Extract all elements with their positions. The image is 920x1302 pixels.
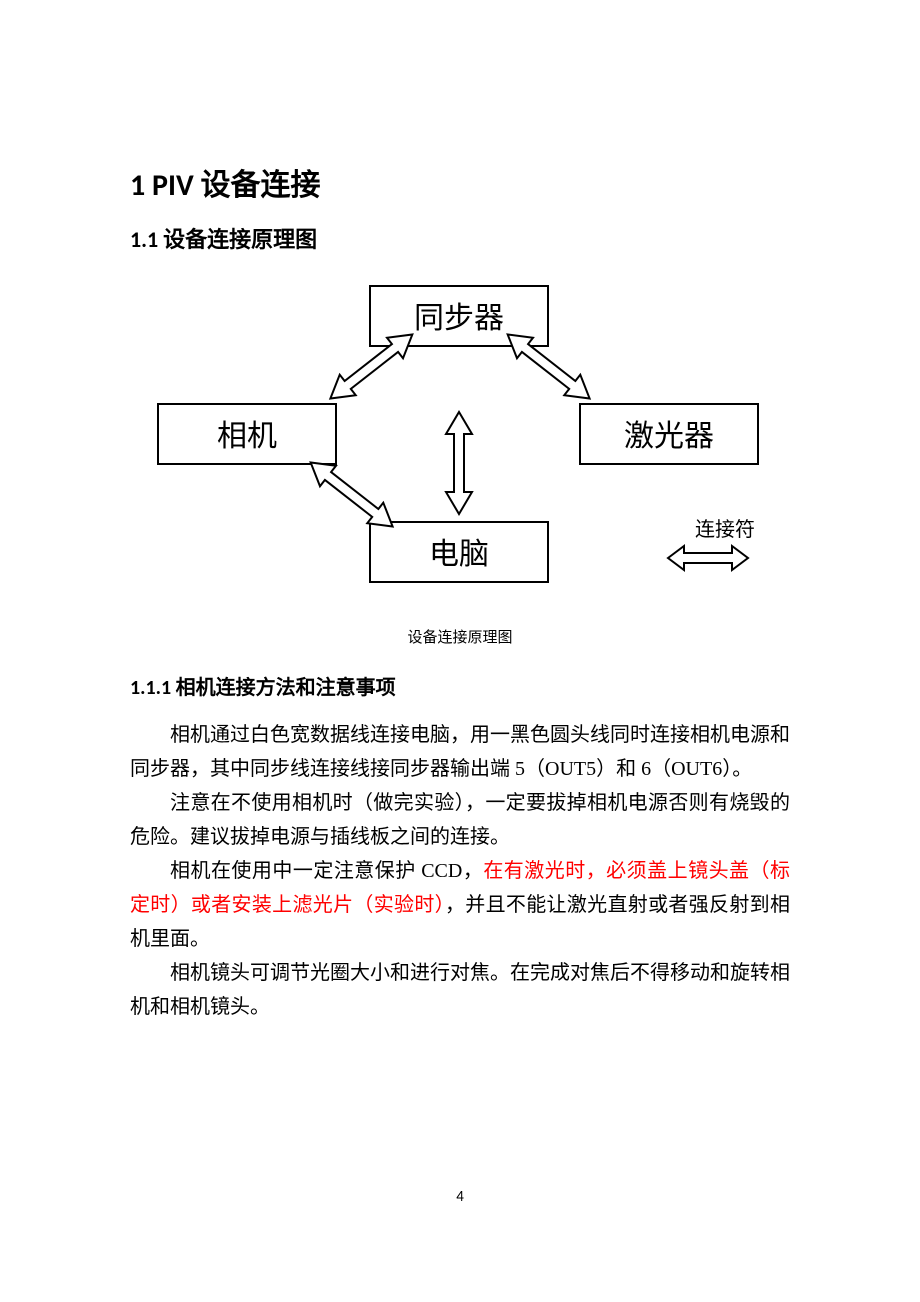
page-number: 4 (0, 1188, 920, 1206)
diagram-caption: 设备连接原理图 (407, 626, 512, 647)
p3-lead: 相机在使用中一定注意保护 CCD， (170, 860, 483, 882)
edge-camera-computer (303, 452, 401, 537)
node-computer-label: 电脑 (429, 538, 489, 571)
paragraph-1: 相机通过白色宽数据线连接电脑，用一黑色圆头线同时连接相机电源和同步器，其中同步线… (130, 718, 790, 786)
node-sync-label: 同步器 (414, 302, 504, 335)
diagram-container: 同步器 相机 激光器 电脑 (130, 278, 790, 653)
paragraph-4: 相机镜头可调节光圈大小和进行对焦。在完成对焦后不得移动和旋转相机和相机镜头。 (130, 956, 790, 1024)
heading-3: 1.1.1 相机连接方法和注意事项 (130, 671, 790, 700)
legend-arrow-icon (668, 546, 748, 570)
connection-diagram: 同步器 相机 激光器 电脑 (130, 278, 790, 608)
paragraph-3: 相机在使用中一定注意保护 CCD，在有激光时，必须盖上镜头盖（标定时）或者安装上… (130, 854, 790, 956)
node-camera-label: 相机 (217, 420, 277, 453)
legend-label: 连接符 (695, 518, 755, 541)
heading-1: 1 PIV 设备连接 (130, 160, 790, 204)
node-laser-label: 激光器 (624, 420, 714, 453)
body-text: 相机通过白色宽数据线连接电脑，用一黑色圆头线同时连接相机电源和同步器，其中同步线… (130, 718, 790, 1024)
heading-2: 1.1 设备连接原理图 (130, 222, 790, 254)
paragraph-2: 注意在不使用相机时（做完实验），一定要拔掉相机电源否则有烧毁的危险。建议拔掉电源… (130, 786, 790, 854)
p1-text: 相机通过白色宽数据线连接电脑，用一黑色圆头线同时连接相机电源和同步器，其中同步线… (130, 724, 790, 780)
document-page: 1 PIV 设备连接 1.1 设备连接原理图 同步器 相机 激光器 电脑 (0, 0, 920, 1024)
edge-sync-computer (446, 412, 472, 514)
